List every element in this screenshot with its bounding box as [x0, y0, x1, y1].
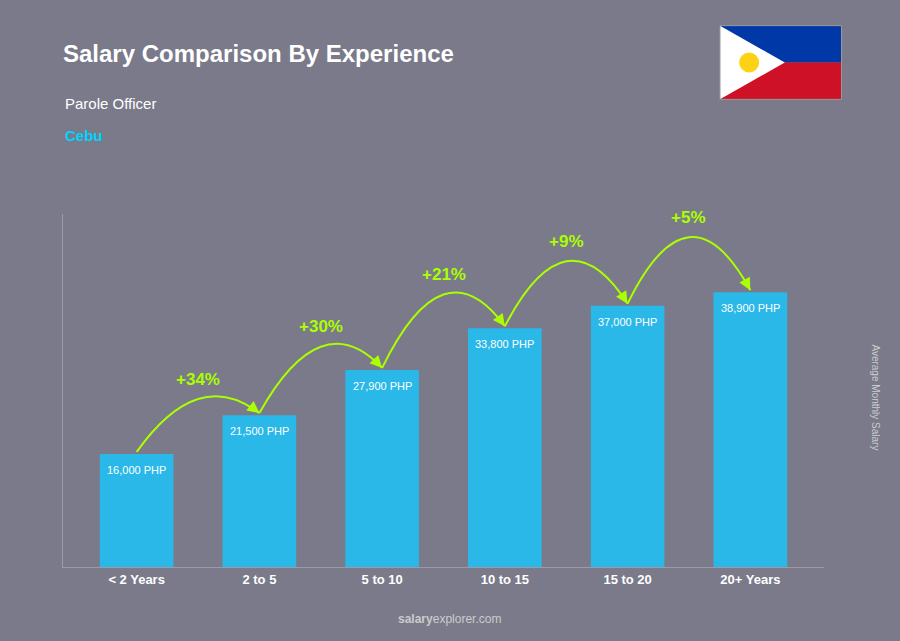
svg-text:+9%: +9% — [549, 232, 584, 251]
svg-text:2 to 5: 2 to 5 — [242, 572, 276, 587]
svg-text:salaryexplorer.com: salaryexplorer.com — [398, 612, 501, 626]
svg-text:Cebu: Cebu — [65, 127, 103, 144]
svg-text:+34%: +34% — [176, 370, 220, 389]
svg-text:Average Monthly Salary: Average Monthly Salary — [870, 344, 881, 450]
svg-text:20+ Years: 20+ Years — [720, 572, 780, 587]
svg-text:10 to 15: 10 to 15 — [481, 572, 529, 587]
svg-text:Salary Comparison By Experienc: Salary Comparison By Experience — [63, 40, 454, 67]
svg-text:37,000 PHP: 37,000 PHP — [598, 316, 657, 328]
svg-text:16,000 PHP: 16,000 PHP — [107, 464, 166, 476]
svg-text:38,900 PHP: 38,900 PHP — [721, 302, 780, 314]
svg-text:27,900 PHP: 27,900 PHP — [353, 380, 412, 392]
svg-text:+21%: +21% — [422, 265, 466, 284]
svg-text:+5%: +5% — [671, 208, 706, 227]
svg-text:< 2 Years: < 2 Years — [108, 572, 165, 587]
svg-text:Parole Officer: Parole Officer — [65, 95, 156, 112]
svg-text:21,500 PHP: 21,500 PHP — [230, 425, 289, 437]
svg-text:15 to 20: 15 to 20 — [603, 572, 651, 587]
svg-text:33,800 PHP: 33,800 PHP — [475, 338, 534, 350]
svg-text:5 to 10: 5 to 10 — [362, 572, 403, 587]
svg-text:+30%: +30% — [299, 317, 343, 336]
